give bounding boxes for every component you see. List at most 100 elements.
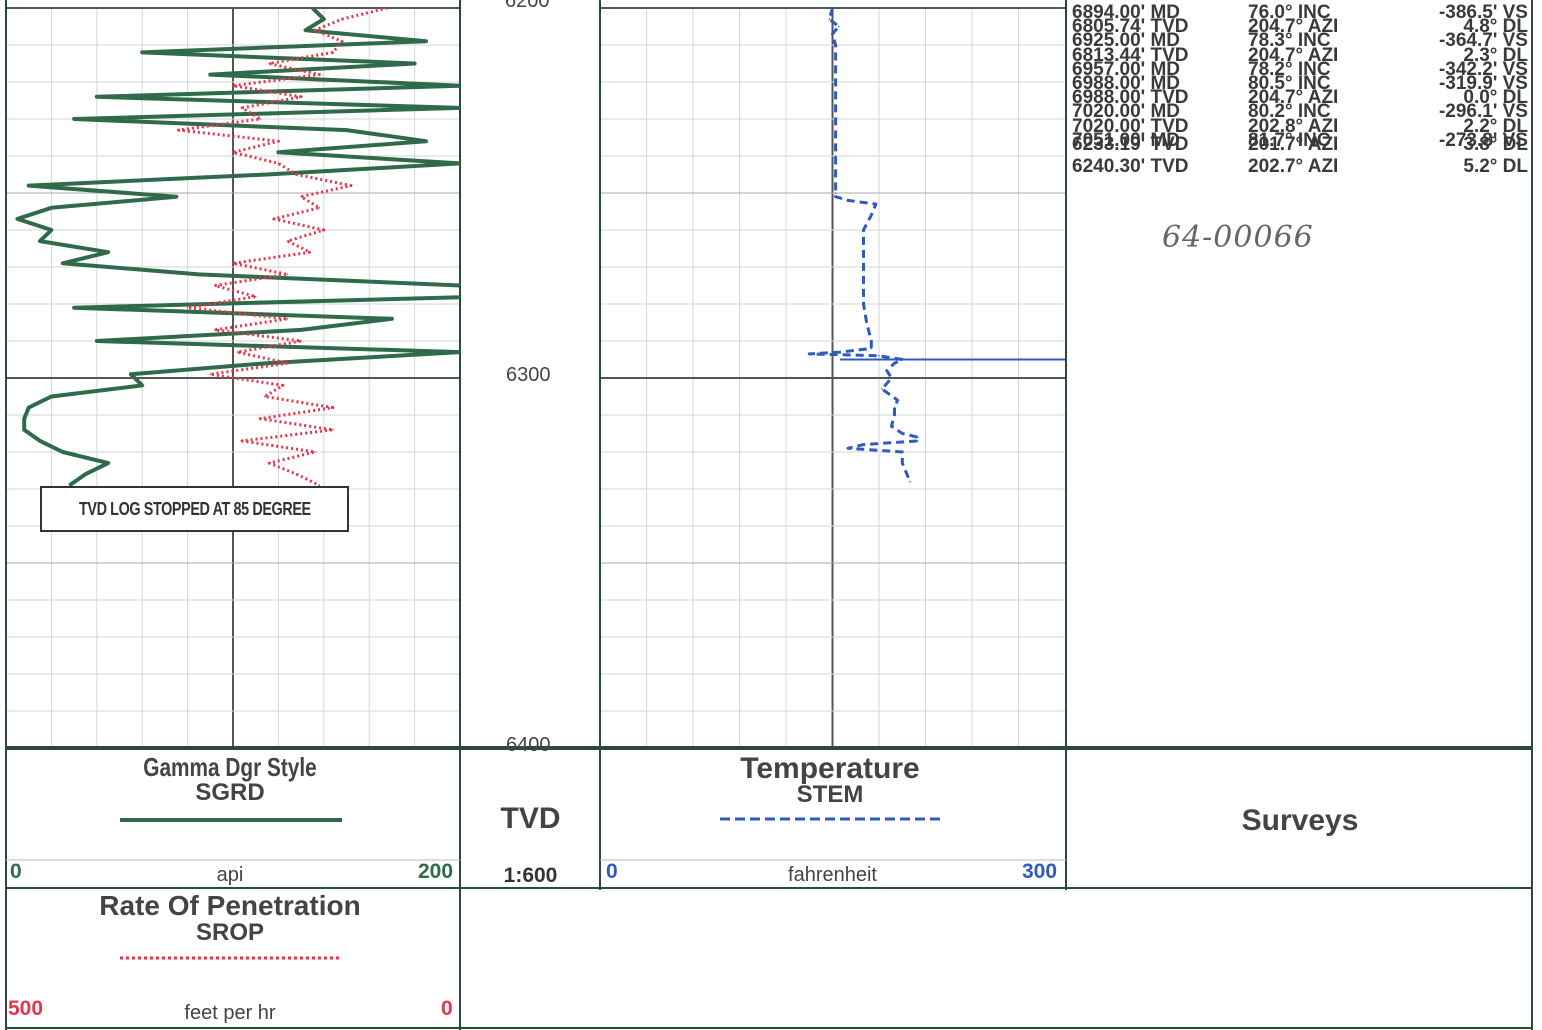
gamma-curve-point <box>130 373 132 376</box>
temperature-curve-point <box>831 33 834 35</box>
temperature-curve-point <box>893 406 896 409</box>
rop-curve-point <box>313 29 316 32</box>
gamma-curve-point <box>50 207 53 209</box>
rop-curve-point <box>268 462 271 464</box>
gamma-curve-point <box>311 8 314 9</box>
survey-angle: 202.8° AZI <box>1248 115 1339 137</box>
survey-section: -342.2' VS <box>1438 58 1528 80</box>
gamma-curve-point <box>96 340 98 342</box>
survey-depth: 6813.44' TVD <box>1072 44 1189 66</box>
temperature-curve-point <box>839 351 842 353</box>
rop-curve-point <box>286 273 289 276</box>
temperature-curve-point <box>870 347 873 350</box>
rop-track-mnemonic: SROP <box>195 919 264 946</box>
left-track-curves <box>15 8 484 487</box>
rop-track-title: Rate Of Penetration <box>99 890 361 921</box>
rop-curve-point <box>273 218 275 220</box>
survey-depth: 7051.00' MD <box>1072 129 1181 151</box>
temperature-curve-point <box>831 7 834 9</box>
gamma-track-mnemonic: SGRD <box>195 779 265 806</box>
gamma-curve-point <box>425 140 427 142</box>
rop-curve-point <box>332 429 334 431</box>
rop-curve-point <box>350 184 352 187</box>
temperature-curve-point <box>808 353 811 355</box>
rop-curve-point <box>286 362 289 365</box>
survey-angle: 78.2° INC <box>1248 58 1331 80</box>
log-frames <box>5 0 1533 1030</box>
survey-section: -364.7' VS <box>1438 30 1528 52</box>
gamma-curve-point <box>39 440 41 442</box>
survey-depth: 6925.00' MD <box>1072 30 1181 52</box>
survey-depth: 6957.00' MD <box>1072 58 1181 80</box>
surveys-title: Surveys <box>1241 804 1359 837</box>
gamma-curve-point <box>141 384 143 387</box>
survey-depth: 6988.00' MD <box>1072 73 1181 94</box>
gamma-curve-point <box>175 195 178 198</box>
gamma-curve-point <box>84 473 87 476</box>
gamma-curve-point <box>16 218 19 220</box>
temperature-curve-point <box>847 447 849 450</box>
gamma-curve-point <box>73 306 75 309</box>
temperature-curve-point <box>834 44 837 46</box>
survey-depth: 6988.00' TVD <box>1072 87 1189 109</box>
gamma-scale-left: 0 <box>10 860 22 883</box>
rop-curve-point <box>241 440 243 442</box>
rop-curve-point <box>318 207 321 209</box>
temperature-curve-point <box>870 214 873 216</box>
rop-scale-right: 0 <box>441 997 453 1020</box>
temperature-curve-point <box>901 462 904 464</box>
survey-angle: 81.7° INC <box>1248 129 1331 151</box>
gamma-curve-point <box>107 251 109 253</box>
temperature-curve-point <box>847 199 849 202</box>
survey-angle: 204.7° AZI <box>1248 16 1339 38</box>
rop-curve-point <box>341 40 343 43</box>
temperature-curve-point <box>886 369 888 372</box>
temperature-curve-point <box>917 440 919 442</box>
gamma-curve-point <box>68 484 71 487</box>
grid-right-track <box>600 7 1065 749</box>
gamma-unit: api <box>216 864 244 886</box>
rop-curve-point <box>209 373 212 376</box>
depth-tick-6400: 6400 <box>506 734 551 756</box>
gamma-curve-point <box>459 284 460 287</box>
temperature-curve-point <box>890 377 893 379</box>
gamma-curve-point <box>27 184 30 187</box>
survey-section: -319.9' VS <box>1438 73 1528 94</box>
gamma-curve-point <box>96 96 98 98</box>
survey-depth: 7020.00' MD <box>1072 101 1181 123</box>
rop-curve-point <box>186 306 189 309</box>
rop-unit: feet per hr <box>184 1002 276 1024</box>
gamma-curve-point <box>23 417 26 420</box>
rop-curve-point <box>295 473 298 476</box>
gamma-curve-point <box>23 429 26 431</box>
rop-curve-point <box>214 284 216 287</box>
survey-angle: 80.2° INC <box>1248 101 1331 123</box>
temperature-curve-point <box>862 303 865 305</box>
rop-curve-point <box>295 173 298 176</box>
rop-curve-point <box>286 318 289 320</box>
gamma-curve-point <box>323 18 325 20</box>
depth-axis-label: TVD <box>500 802 561 835</box>
rop-curve-point <box>241 107 243 109</box>
survey-section: 2.3° DL <box>1463 44 1528 66</box>
gamma-curve-point <box>482 296 484 298</box>
temperature-curve-point <box>834 81 837 83</box>
rop-curve-point <box>236 351 239 353</box>
temperature-curve-point <box>906 473 908 476</box>
temperature-curve-point <box>896 399 899 402</box>
rop-curve-point <box>254 295 257 298</box>
depth-tick-6300: 6300 <box>506 364 551 386</box>
gamma-curve-point <box>62 262 64 265</box>
gamma-curve-point <box>50 229 53 231</box>
temperature-curve-point <box>834 155 837 157</box>
rop-curve-point <box>332 51 334 54</box>
temperature-track-mnemonic: STEM <box>796 781 864 808</box>
rop-curve-point <box>282 384 284 387</box>
temperature-curve-point <box>834 118 837 120</box>
survey-section: -386.5' VS <box>1438 2 1528 23</box>
temperature-curve <box>807 7 920 483</box>
gamma-curve-point <box>198 273 200 276</box>
survey-angle: 78.3° INC <box>1248 30 1331 52</box>
rop-curve-point <box>232 262 234 265</box>
gamma-curve-point <box>459 107 460 109</box>
